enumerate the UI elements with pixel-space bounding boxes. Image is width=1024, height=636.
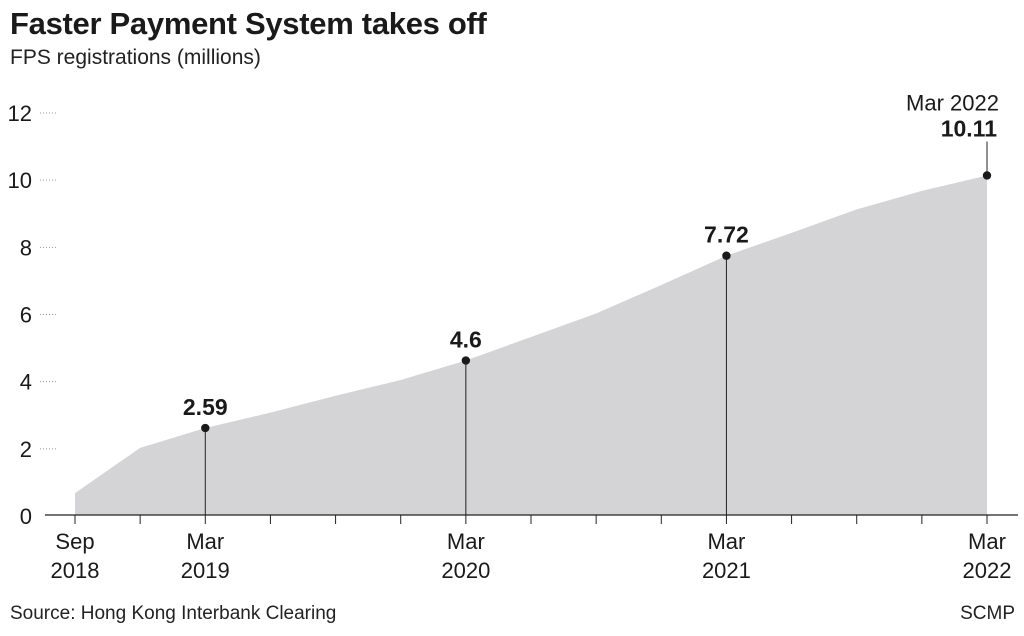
- x-axis: Sep 2018 Mar 2019 Mar 2020 Mar 2021 Mar 2022: [45, 514, 1018, 583]
- y-tick-label: 0: [20, 504, 32, 529]
- data-point-marker: [201, 423, 210, 433]
- x-tick-label-month: Mar: [447, 529, 485, 554]
- annotation-value-label: 7.72: [704, 222, 749, 248]
- y-tick-label: 2: [20, 437, 32, 462]
- y-tick-label: 6: [20, 303, 32, 328]
- source-note: Source: Hong Kong Interbank Clearing: [10, 603, 337, 624]
- data-point-marker: [461, 356, 471, 365]
- y-axis: 0 2 4 6 8 10 12: [8, 101, 58, 529]
- chart-title: Faster Payment System takes off: [10, 6, 487, 41]
- y-tick-label: 12: [8, 101, 32, 126]
- credit-label: SCMP: [960, 603, 1015, 624]
- x-tick-label-month: Sep: [55, 529, 94, 554]
- chart-subtitle: FPS registrations (millions): [10, 46, 261, 69]
- x-tick-label-year: 2022: [963, 558, 1012, 583]
- x-tick-label-month: Mar: [707, 529, 745, 554]
- data-point-marker: [982, 171, 992, 180]
- x-tick-label-year: 2019: [181, 558, 230, 583]
- area-series: [75, 175, 987, 515]
- x-tick-label-month: Mar: [968, 529, 1006, 554]
- x-tick-label-year: 2018: [51, 558, 100, 583]
- annotation-value-label: 2.59: [183, 394, 228, 420]
- x-tick-label-month: Mar: [186, 529, 224, 554]
- annotation-date-label: Mar 2022: [906, 90, 999, 115]
- y-tick-label: 10: [8, 168, 32, 193]
- y-tick-label: 8: [20, 235, 32, 260]
- data-point-marker: [722, 251, 731, 260]
- annotation-value-label: 10.11: [941, 115, 997, 141]
- area-layer: [75, 175, 987, 515]
- x-tick-label-year: 2020: [441, 558, 490, 583]
- x-tick-label-year: 2021: [702, 558, 751, 583]
- y-tick-label: 4: [20, 370, 32, 395]
- annotation-value-label: 4.6: [450, 327, 482, 353]
